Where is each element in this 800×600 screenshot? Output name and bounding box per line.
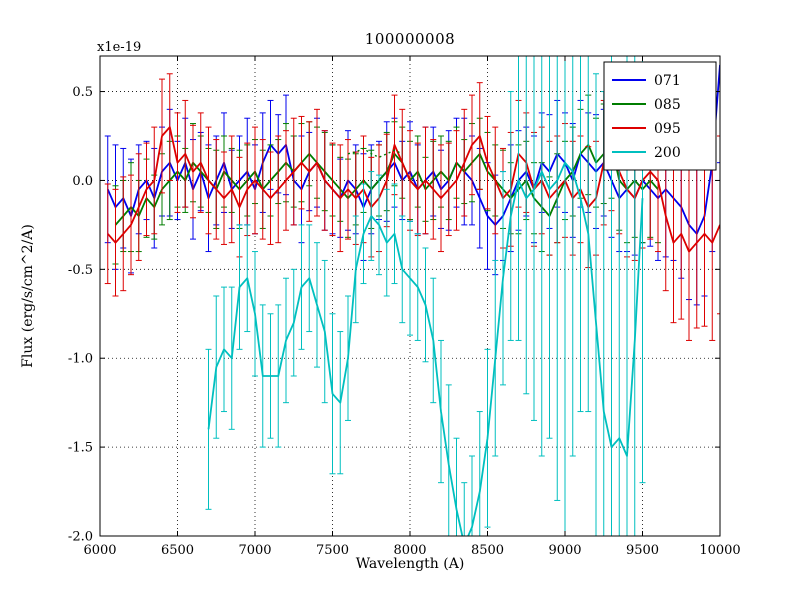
y-tick-label: -1.5 xyxy=(68,441,93,456)
x-axis-label: Wavelength (A) xyxy=(355,556,465,572)
y-tick-label: -0.5 xyxy=(68,263,93,278)
series-line-071 xyxy=(106,64,720,235)
series-200 xyxy=(205,56,646,536)
y-tick-label: -2.0 xyxy=(68,530,93,545)
y-axis-label: Flux (erg/s/cm^2/A) xyxy=(20,224,36,368)
legend-label-200: 200 xyxy=(654,145,681,161)
x-tick-label: 7000 xyxy=(238,543,271,558)
x-tick-label: 6000 xyxy=(83,543,116,558)
x-tick-label: 9000 xyxy=(548,543,581,558)
legend-label-085: 085 xyxy=(654,97,681,113)
x-tick-label: 6500 xyxy=(161,543,194,558)
plot-title: 100000008 xyxy=(364,30,456,48)
y-tick-label: 0.0 xyxy=(72,174,93,189)
x-tick-label: 8000 xyxy=(393,543,426,558)
series-line-200 xyxy=(207,161,644,536)
x-tick-label: 7500 xyxy=(316,543,349,558)
ticks xyxy=(99,56,721,537)
legend-label-095: 095 xyxy=(654,121,681,137)
x-tick-label: 9500 xyxy=(626,543,659,558)
y-tick-label: -1.0 xyxy=(68,352,93,367)
legend-label-071: 071 xyxy=(654,73,681,89)
legend: 071 085 095 200 xyxy=(603,61,717,171)
y-axis-offset-text: x1e-19 xyxy=(97,40,142,55)
x-tick-label: 10000 xyxy=(699,543,740,558)
segment-085-dotted xyxy=(347,147,403,159)
x-tick-label: 8500 xyxy=(471,543,504,558)
y-tick-label: 0.5 xyxy=(72,85,93,100)
dotted-line-085-dotted xyxy=(347,147,403,159)
